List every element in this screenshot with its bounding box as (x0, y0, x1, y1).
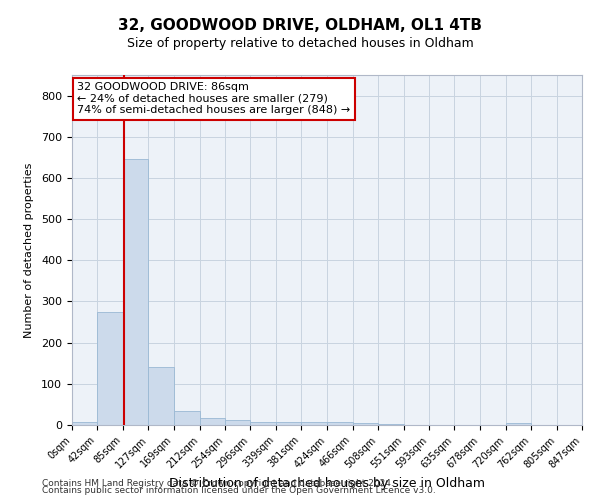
Text: 32, GOODWOOD DRIVE, OLDHAM, OL1 4TB: 32, GOODWOOD DRIVE, OLDHAM, OL1 4TB (118, 18, 482, 32)
Bar (250, 422, 276, 425)
Text: 32 GOODWOOD DRIVE: 86sqm
← 24% of detached houses are smaller (279)
74% of semi-: 32 GOODWOOD DRIVE: 86sqm ← 24% of detach… (77, 82, 350, 115)
Bar (378, 424, 404, 425)
X-axis label: Distribution of detached houses by size in Oldham: Distribution of detached houses by size … (169, 476, 485, 490)
Bar (328, 422, 353, 425)
Text: Size of property relative to detached houses in Oldham: Size of property relative to detached ho… (127, 38, 473, 51)
Bar (174, 410, 200, 425)
Bar (200, 418, 225, 425)
Y-axis label: Number of detached properties: Number of detached properties (24, 162, 34, 338)
Bar (225, 420, 250, 425)
Text: Contains HM Land Registry data © Crown copyright and database right 2024.: Contains HM Land Registry data © Crown c… (42, 478, 394, 488)
Bar (506, 423, 531, 425)
Bar (148, 368, 174, 425)
Bar (123, 160, 148, 425)
Text: Contains public sector information licensed under the Open Government Licence v3: Contains public sector information licen… (42, 486, 436, 495)
Bar (301, 422, 328, 425)
Bar (353, 424, 378, 425)
Bar (97, 312, 123, 425)
Bar (72, 422, 97, 425)
Bar (276, 422, 301, 425)
